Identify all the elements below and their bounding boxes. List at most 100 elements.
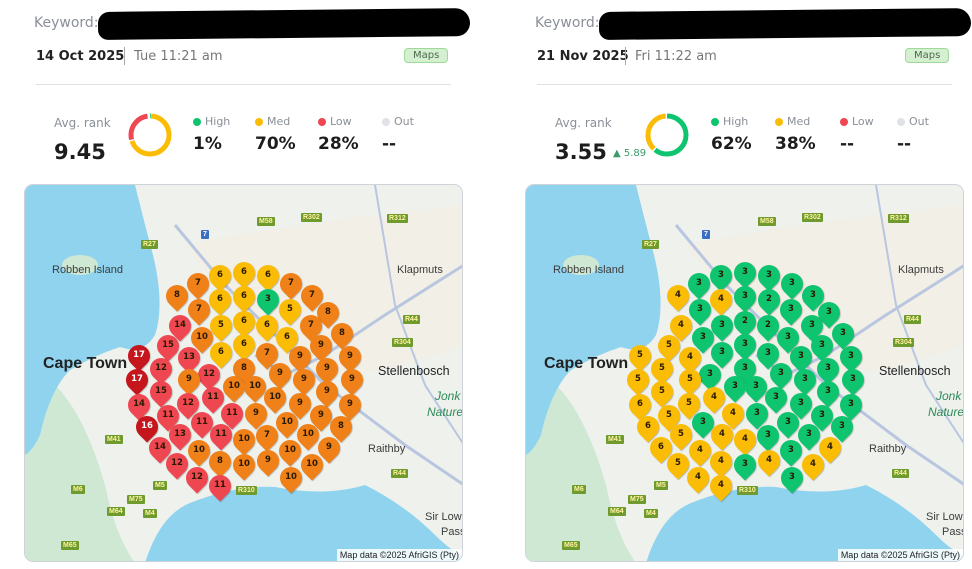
- map-attribution[interactable]: Map data ©2025 AfriGIS (Pty): [336, 549, 462, 561]
- rank-pin[interactable]: 3: [812, 376, 844, 408]
- rank-pin[interactable]: 4: [705, 470, 737, 502]
- rank-pin[interactable]: 4: [684, 435, 716, 467]
- rank-pin[interactable]: 8: [204, 446, 236, 478]
- rank-pin[interactable]: 5: [665, 419, 697, 451]
- rank-pin[interactable]: 2: [752, 310, 784, 342]
- rank-pin[interactable]: 3: [706, 337, 738, 369]
- rank-pin[interactable]: 14: [123, 389, 155, 421]
- rank-pin[interactable]: 9: [284, 388, 316, 420]
- rank-pin[interactable]: 5: [205, 310, 237, 342]
- rank-pin[interactable]: 5: [653, 400, 685, 432]
- rank-pin[interactable]: 6: [204, 260, 236, 292]
- rank-pin[interactable]: 7: [183, 294, 215, 326]
- rank-pin[interactable]: 3: [796, 310, 828, 342]
- rank-pin[interactable]: 10: [274, 435, 306, 467]
- rank-pin[interactable]: 4: [662, 280, 694, 312]
- rank-pin[interactable]: 4: [705, 446, 737, 478]
- rank-pin[interactable]: 5: [653, 330, 685, 362]
- rank-pin[interactable]: 3: [740, 371, 772, 403]
- rank-pin[interactable]: 9: [334, 389, 366, 421]
- rank-pin[interactable]: 3: [252, 284, 284, 316]
- rank-pin[interactable]: 4: [753, 445, 785, 477]
- rank-pin[interactable]: 3: [752, 420, 784, 452]
- rank-pin[interactable]: 7: [275, 268, 307, 300]
- rank-pin[interactable]: 2: [753, 284, 785, 316]
- rank-pin[interactable]: 6: [624, 389, 656, 421]
- rank-pin[interactable]: 7: [295, 310, 327, 342]
- rank-pin[interactable]: 3: [806, 330, 838, 362]
- rank-pin[interactable]: 3: [785, 388, 817, 420]
- rank-pin[interactable]: 3: [719, 371, 751, 403]
- rank-pin[interactable]: 3: [813, 297, 845, 329]
- rank-pin[interactable]: 5: [624, 340, 656, 372]
- rank-pin[interactable]: 3: [765, 358, 797, 390]
- rank-pin[interactable]: 4: [814, 432, 846, 464]
- rank-pin[interactable]: 10: [183, 435, 215, 467]
- rank-pin[interactable]: 9: [336, 364, 368, 396]
- rank-pin[interactable]: 3: [772, 322, 804, 354]
- rank-pin[interactable]: 6: [228, 329, 260, 361]
- rank-pin[interactable]: 10: [292, 419, 324, 451]
- rank-pin[interactable]: 6: [205, 337, 237, 369]
- rank-pin[interactable]: 6: [204, 284, 236, 316]
- rank-pin[interactable]: 10: [218, 371, 250, 403]
- rank-pin[interactable]: 3: [837, 364, 869, 396]
- rank-pin[interactable]: 3: [835, 389, 867, 421]
- rank-pin[interactable]: 2: [729, 306, 761, 338]
- rank-pin[interactable]: 5: [646, 353, 678, 385]
- rank-pin[interactable]: 3: [729, 353, 761, 385]
- rank-pin[interactable]: 12: [161, 448, 193, 480]
- rank-pin[interactable]: 16: [131, 411, 163, 443]
- rank-pin[interactable]: 12: [145, 353, 177, 385]
- rank-pin[interactable]: 3: [775, 294, 807, 326]
- rank-pin[interactable]: 17: [121, 364, 153, 396]
- rank-pin[interactable]: 3: [760, 382, 792, 414]
- rank-pin[interactable]: 5: [673, 388, 705, 420]
- rank-pin[interactable]: 3: [729, 329, 761, 361]
- rank-pin[interactable]: 9: [311, 353, 343, 385]
- rank-pin[interactable]: 9: [288, 364, 320, 396]
- rank-pin[interactable]: 10: [228, 424, 260, 456]
- rank-pin[interactable]: 6: [632, 411, 664, 443]
- rank-pin[interactable]: 3: [835, 341, 867, 373]
- rank-pin[interactable]: 4: [665, 310, 697, 342]
- rank-pin[interactable]: 3: [729, 449, 761, 481]
- rank-pin[interactable]: 3: [797, 280, 829, 312]
- rank-pin[interactable]: 3: [775, 435, 807, 467]
- rank-pin[interactable]: 14: [144, 432, 176, 464]
- rank-pin[interactable]: 14: [164, 310, 196, 342]
- rank-pin[interactable]: 9: [284, 341, 316, 373]
- rank-pin[interactable]: 7: [251, 338, 283, 370]
- rank-pin[interactable]: 9: [311, 376, 343, 408]
- rank-pin[interactable]: 12: [181, 462, 213, 494]
- rank-pin[interactable]: 5: [674, 364, 706, 396]
- rank-pin[interactable]: 3: [687, 407, 719, 439]
- rank-pin[interactable]: 8: [161, 280, 193, 312]
- rank-pin[interactable]: 17: [123, 340, 155, 372]
- rank-pin[interactable]: 10: [271, 407, 303, 439]
- rank-pin[interactable]: 4: [705, 284, 737, 316]
- rank-pin[interactable]: 11: [205, 419, 237, 451]
- rank-pin[interactable]: 5: [662, 448, 694, 480]
- rank-pin[interactable]: 9: [313, 432, 345, 464]
- rank-pin[interactable]: 11: [204, 470, 236, 502]
- rank-pin[interactable]: 3: [729, 257, 761, 289]
- rank-pin[interactable]: 5: [646, 376, 678, 408]
- rank-pin[interactable]: 13: [173, 342, 205, 374]
- rank-pin[interactable]: 9: [305, 330, 337, 362]
- rank-pin[interactable]: 9: [334, 341, 366, 373]
- maps-badge[interactable]: Maps: [905, 48, 950, 63]
- rank-pin[interactable]: 8: [325, 411, 357, 443]
- rank-pin[interactable]: 10: [275, 462, 307, 494]
- rank-pin[interactable]: 3: [684, 294, 716, 326]
- rank-pin[interactable]: 9: [173, 364, 205, 396]
- rank-pin[interactable]: 10: [259, 382, 291, 414]
- rank-pin[interactable]: 9: [305, 400, 337, 432]
- rank-pin[interactable]: 3: [789, 364, 821, 396]
- rank-pin[interactable]: 7: [182, 268, 214, 300]
- rank-grid-map[interactable]: Robben Island Cape Town Klapmuts Stellen…: [525, 184, 964, 562]
- rank-pin[interactable]: 10: [239, 371, 271, 403]
- rank-pin[interactable]: 3: [752, 338, 784, 370]
- rank-pin[interactable]: 6: [228, 257, 260, 289]
- rank-pin[interactable]: 3: [776, 462, 808, 494]
